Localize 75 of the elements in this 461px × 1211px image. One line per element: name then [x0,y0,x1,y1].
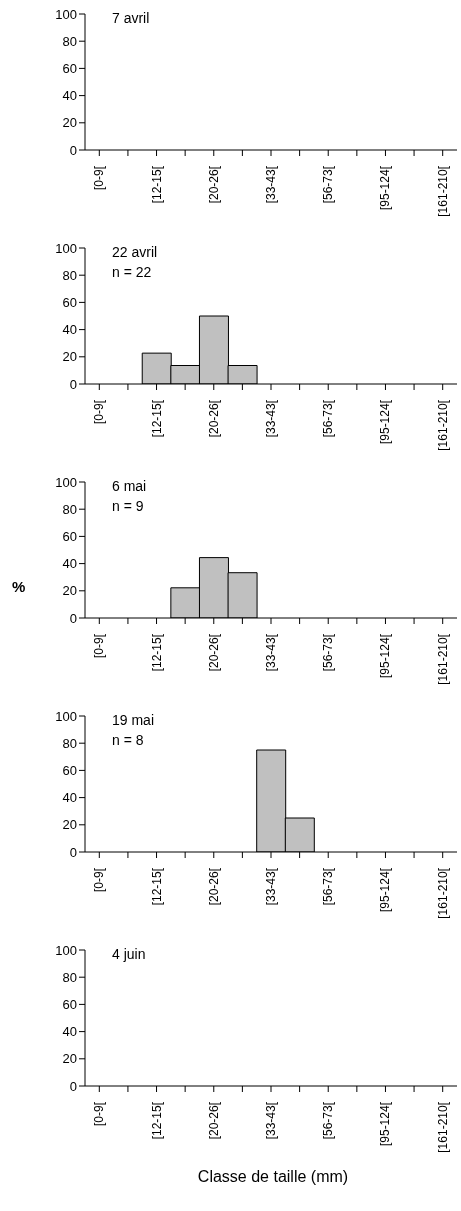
x-tick-label: [20-26[ [206,1101,221,1140]
x-tick-label: [161-210[ [435,399,450,451]
y-tick-label: 40 [62,790,77,806]
y-tick-label: 80 [62,969,77,985]
y-tick-label: 100 [55,474,77,490]
x-tick-label: [20-26[ [206,165,221,204]
x-tick-label: [20-26[ [206,399,221,438]
annotation: 4 juin [112,945,146,964]
y-tick-label: 60 [62,295,77,311]
x-tick-label: [0-9[ [92,633,107,659]
annotation: n = 8 [112,731,145,750]
x-tick-label: [95-124[ [378,867,393,913]
x-tick-label: [95-124[ [378,399,393,445]
x-axis-title: Classe de taille (mm) [196,1168,350,1186]
x-tick-label: [12-15[ [149,1101,164,1140]
y-tick-label: 80 [62,33,77,49]
x-tick-label: [20-26[ [206,867,221,906]
y-tick-label: 40 [62,322,77,338]
y-tick-label: 100 [55,240,77,256]
x-tick-label: [95-124[ [378,1101,393,1147]
y-tick-label: 60 [62,529,77,545]
x-tick-label: [12-15[ [149,867,164,906]
x-tick-label: [56-73[ [321,165,336,204]
x-tick-label: [56-73[ [321,867,336,906]
annotation: 6 mai [112,477,147,496]
y-tick-label: 60 [62,61,77,77]
y-tick-label: 0 [69,142,77,158]
x-tick-label: [95-124[ [378,633,393,679]
x-tick-label: [56-73[ [321,399,336,438]
x-tick-label: [161-210[ [435,165,450,217]
y-tick-label: 40 [62,1024,77,1040]
y-tick-label: 80 [62,501,77,517]
y-tick-label: 20 [62,1051,77,1067]
x-tick-label: [20-26[ [206,633,221,672]
x-tick-label: [33-43[ [264,165,278,204]
y-tick-label: 80 [62,735,77,751]
y-tick-label: 100 [55,942,77,958]
x-tick-label: [0-9[ [92,399,107,425]
x-tick-label: [33-43[ [264,633,278,672]
y-tick-label: 100 [55,708,77,724]
y-tick-label: 20 [62,583,77,599]
y-tick-label: 80 [62,267,77,283]
x-tick-label: [33-43[ [264,1101,278,1140]
x-tick-label: [0-9[ [92,165,107,191]
x-tick-label: [33-43[ [264,399,278,438]
y-axis-title: % [12,578,26,595]
y-tick-label: 20 [62,349,77,365]
y-tick-label: 60 [62,997,77,1013]
x-tick-label: [56-73[ [321,1101,336,1140]
x-tick-label: [0-9[ [92,867,107,893]
annotation: 22 avril [112,243,158,262]
y-tick-label: 0 [69,844,77,860]
x-tick-label: [33-43[ [264,867,278,906]
y-tick-label: 40 [62,556,77,572]
y-tick-label: 60 [62,763,77,779]
annotation: n = 22 [112,263,153,282]
y-tick-label: 0 [69,376,77,392]
x-tick-label: [161-210[ [435,867,450,919]
x-tick-label: [0-9[ [92,1101,107,1127]
x-tick-label: [56-73[ [321,633,336,672]
x-tick-label: [95-124[ [378,165,393,211]
y-tick-label: 40 [62,88,77,104]
y-tick-label: 20 [62,115,77,131]
y-tick-label: 20 [62,817,77,833]
annotation: 7 avril [112,9,150,28]
x-tick-label: [12-15[ [149,399,164,438]
x-tick-label: [161-210[ [435,633,450,685]
annotation: n = 9 [112,497,145,516]
x-tick-label: [161-210[ [435,1101,450,1153]
y-tick-label: 100 [55,6,77,22]
annotation: 19 mai [112,711,155,730]
x-tick-label: [12-15[ [149,633,164,672]
y-tick-label: 0 [69,610,77,626]
y-tick-label: 0 [69,1078,77,1094]
x-tick-label: [12-15[ [149,165,164,204]
